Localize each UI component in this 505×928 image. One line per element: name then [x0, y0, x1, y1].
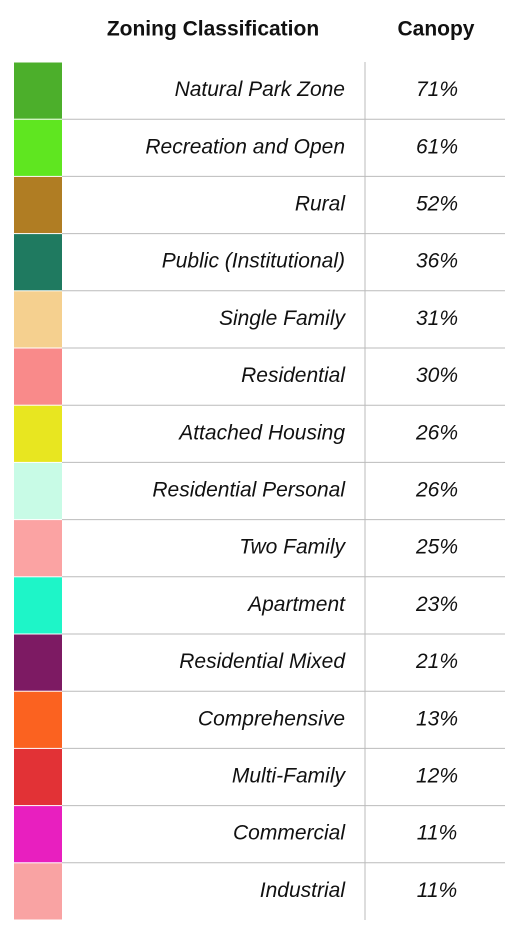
zoning-name: Two Family — [239, 536, 346, 559]
canopy-value: 13% — [416, 707, 458, 730]
color-swatch — [14, 291, 62, 348]
zoning-name: Residential — [241, 364, 346, 387]
zoning-name: Recreation and Open — [145, 135, 345, 158]
canopy-value: 23% — [415, 593, 458, 616]
zoning-name: Rural — [295, 193, 347, 216]
zoning-name: Apartment — [246, 593, 346, 616]
canopy-value: 52% — [416, 193, 458, 216]
canopy-value: 36% — [416, 250, 458, 273]
zoning-name: Comprehensive — [198, 707, 345, 730]
canopy-value: 25% — [415, 536, 458, 559]
canopy-value: 26% — [415, 479, 458, 502]
canopy-value: 11% — [417, 879, 457, 902]
canopy-value: 31% — [416, 307, 458, 330]
color-swatch — [14, 806, 62, 863]
zoning-name: Natural Park Zone — [175, 78, 345, 101]
color-swatch — [14, 234, 62, 291]
color-swatch — [14, 176, 62, 234]
color-swatch — [14, 748, 62, 806]
color-swatch — [14, 691, 62, 748]
canopy-value: 12% — [416, 765, 458, 788]
header-zoning: Zoning Classification — [107, 18, 319, 41]
zoning-name: Commercial — [233, 822, 346, 845]
canopy-value: 71% — [416, 78, 458, 101]
zoning-name: Multi-Family — [232, 765, 347, 788]
color-swatch — [14, 520, 62, 577]
zoning-name: Public (Institutional) — [162, 250, 345, 273]
color-swatch — [14, 405, 62, 462]
color-swatch — [14, 462, 62, 520]
color-swatch — [14, 348, 62, 405]
canopy-value: 11% — [417, 822, 457, 845]
canopy-value: 26% — [415, 421, 458, 444]
canopy-value: 21% — [415, 650, 458, 673]
canopy-value: 61% — [416, 135, 458, 158]
color-swatch — [14, 577, 62, 634]
zoning-name: Industrial — [260, 879, 347, 902]
zoning-name: Attached Housing — [177, 421, 345, 444]
header-canopy: Canopy — [397, 18, 474, 41]
zoning-name: Residential Mixed — [179, 650, 346, 673]
color-swatch — [14, 634, 62, 691]
color-swatch — [14, 863, 62, 920]
color-swatch — [14, 119, 62, 176]
color-swatch — [14, 62, 62, 119]
zoning-name: Residential Personal — [152, 479, 346, 502]
zoning-name: Single Family — [219, 307, 347, 330]
canopy-value: 30% — [416, 364, 458, 387]
